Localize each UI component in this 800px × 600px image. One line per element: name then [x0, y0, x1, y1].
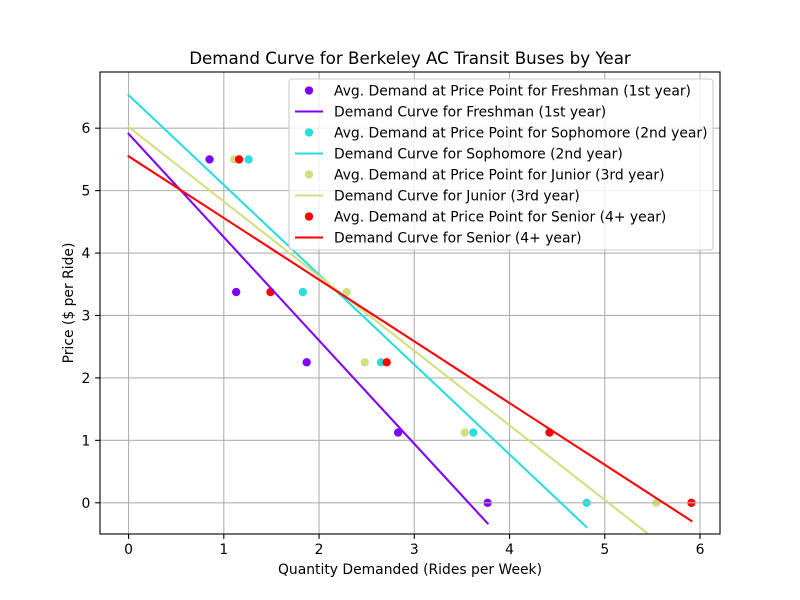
legend-entry: Avg. Demand at Price Point for Sophomore…: [304, 126, 708, 142]
legend: Avg. Demand at Price Point for Freshman …: [288, 78, 714, 251]
chart-title: Demand Curve for Berkeley AC Transit Bus…: [189, 48, 631, 68]
y-axis-label: Price ($ per Ride): [61, 243, 77, 364]
x-axis-label: Quantity Demanded (Rides per Week): [278, 562, 542, 578]
legend-entry: Demand Curve for Freshman (1st year): [295, 105, 606, 121]
legend-entry: Demand Curve for Sophomore (2nd year): [295, 147, 623, 163]
x-tick-label: 0: [124, 542, 133, 558]
y-tick-label: 6: [81, 121, 90, 137]
legend-label: Demand Curve for Senior (4+ year): [334, 231, 582, 247]
data-point: [342, 287, 351, 297]
data-point: [382, 358, 391, 367]
legend-entry: Avg. Demand at Price Point for Freshman …: [304, 84, 691, 100]
demand-curve-lines: [127, 93, 693, 534]
data-point: [298, 287, 308, 297]
legend-label: Avg. Demand at Price Point for Sophomore…: [334, 126, 708, 142]
data-point: [360, 358, 369, 367]
legend-entry: Avg. Demand at Price Point for Senior (4…: [304, 210, 666, 226]
y-tick-label: 5: [81, 184, 90, 200]
legend-label: Demand Curve for Sophomore (2nd year): [334, 147, 623, 163]
demand-curve-line: [127, 93, 589, 529]
data-point: [460, 428, 469, 437]
y-tick-label: 4: [81, 246, 90, 262]
y-tick-label: 0: [81, 496, 90, 512]
legend-frame: [288, 78, 714, 251]
x-tick-label: 5: [600, 542, 609, 558]
data-point: [302, 358, 311, 367]
legend-marker: [304, 212, 314, 221]
x-tick-label: 3: [410, 542, 419, 558]
y-tick-label: 3: [81, 308, 90, 324]
data-point: [393, 428, 403, 437]
demand-curve-line: [127, 132, 490, 525]
legend-entry: Demand Curve for Junior (3rd year): [295, 189, 580, 205]
x-tick-label: 2: [315, 542, 324, 558]
x-tick-label: 6: [696, 542, 705, 558]
legend-label: Demand Curve for Freshman (1st year): [334, 105, 606, 121]
x-tick-label: 1: [219, 542, 228, 558]
legend-marker: [304, 86, 314, 95]
axes-frame: [99, 71, 721, 535]
data-point: [234, 155, 244, 164]
data-point: [376, 358, 386, 367]
demand-curve-line: [127, 125, 650, 534]
data-point: [469, 428, 478, 437]
x-tick-label: 4: [505, 542, 514, 558]
y-tick-label: 2: [81, 371, 90, 387]
legend-label: Avg. Demand at Price Point for Senior (4…: [334, 210, 666, 226]
legend-label: Avg. Demand at Price Point for Freshman …: [334, 84, 691, 100]
data-point: [205, 155, 214, 164]
legend-entry: Avg. Demand at Price Point for Junior (3…: [304, 168, 665, 184]
legend-marker: [304, 128, 314, 137]
data-point: [232, 287, 241, 297]
legend-label: Demand Curve for Junior (3rd year): [334, 189, 580, 205]
legend-entry: Demand Curve for Senior (4+ year): [295, 231, 582, 247]
legend-label: Avg. Demand at Price Point for Junior (3…: [334, 168, 665, 184]
legend-marker: [304, 170, 314, 179]
axis-ticks: 0 1 2 3 4 5 6 0 1 2 3 4 5 6: [81, 121, 704, 558]
data-point: [244, 155, 253, 164]
demand-curve-line: [127, 154, 693, 523]
y-tick-label: 1: [81, 433, 90, 449]
